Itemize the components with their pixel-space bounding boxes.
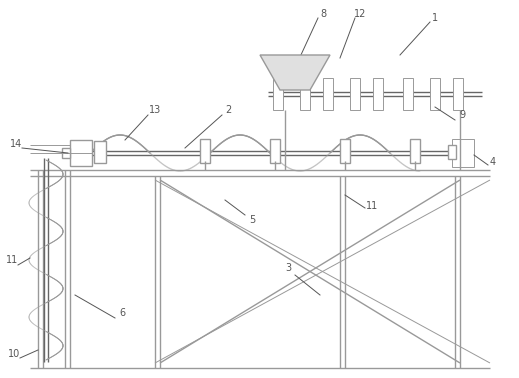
Text: 12: 12 (354, 9, 366, 19)
Bar (300, 78, 310, 110)
Bar (453, 78, 463, 110)
Text: 13: 13 (149, 105, 161, 115)
Bar (340, 139, 350, 163)
Text: 1: 1 (432, 13, 438, 23)
Text: 14: 14 (10, 139, 22, 149)
Text: 3: 3 (285, 263, 291, 273)
Text: 4: 4 (490, 157, 496, 167)
Text: 2: 2 (225, 105, 231, 115)
Text: 11: 11 (6, 255, 18, 265)
Bar (323, 78, 333, 110)
Bar (94, 141, 106, 163)
Bar (350, 78, 360, 110)
Bar (70, 140, 92, 166)
Text: 11: 11 (366, 201, 378, 211)
Bar (273, 78, 283, 110)
Bar (200, 139, 210, 163)
Text: 5: 5 (249, 215, 255, 225)
Bar (430, 78, 440, 110)
Bar (448, 145, 456, 159)
Bar (62, 148, 70, 158)
Text: 9: 9 (459, 110, 465, 120)
Bar (410, 139, 420, 163)
Bar (270, 139, 280, 163)
Text: 8: 8 (320, 9, 326, 19)
Bar (373, 78, 383, 110)
Text: 10: 10 (8, 349, 20, 359)
Bar (452, 139, 474, 167)
Polygon shape (260, 55, 330, 90)
Bar (403, 78, 413, 110)
Text: 6: 6 (119, 308, 125, 318)
